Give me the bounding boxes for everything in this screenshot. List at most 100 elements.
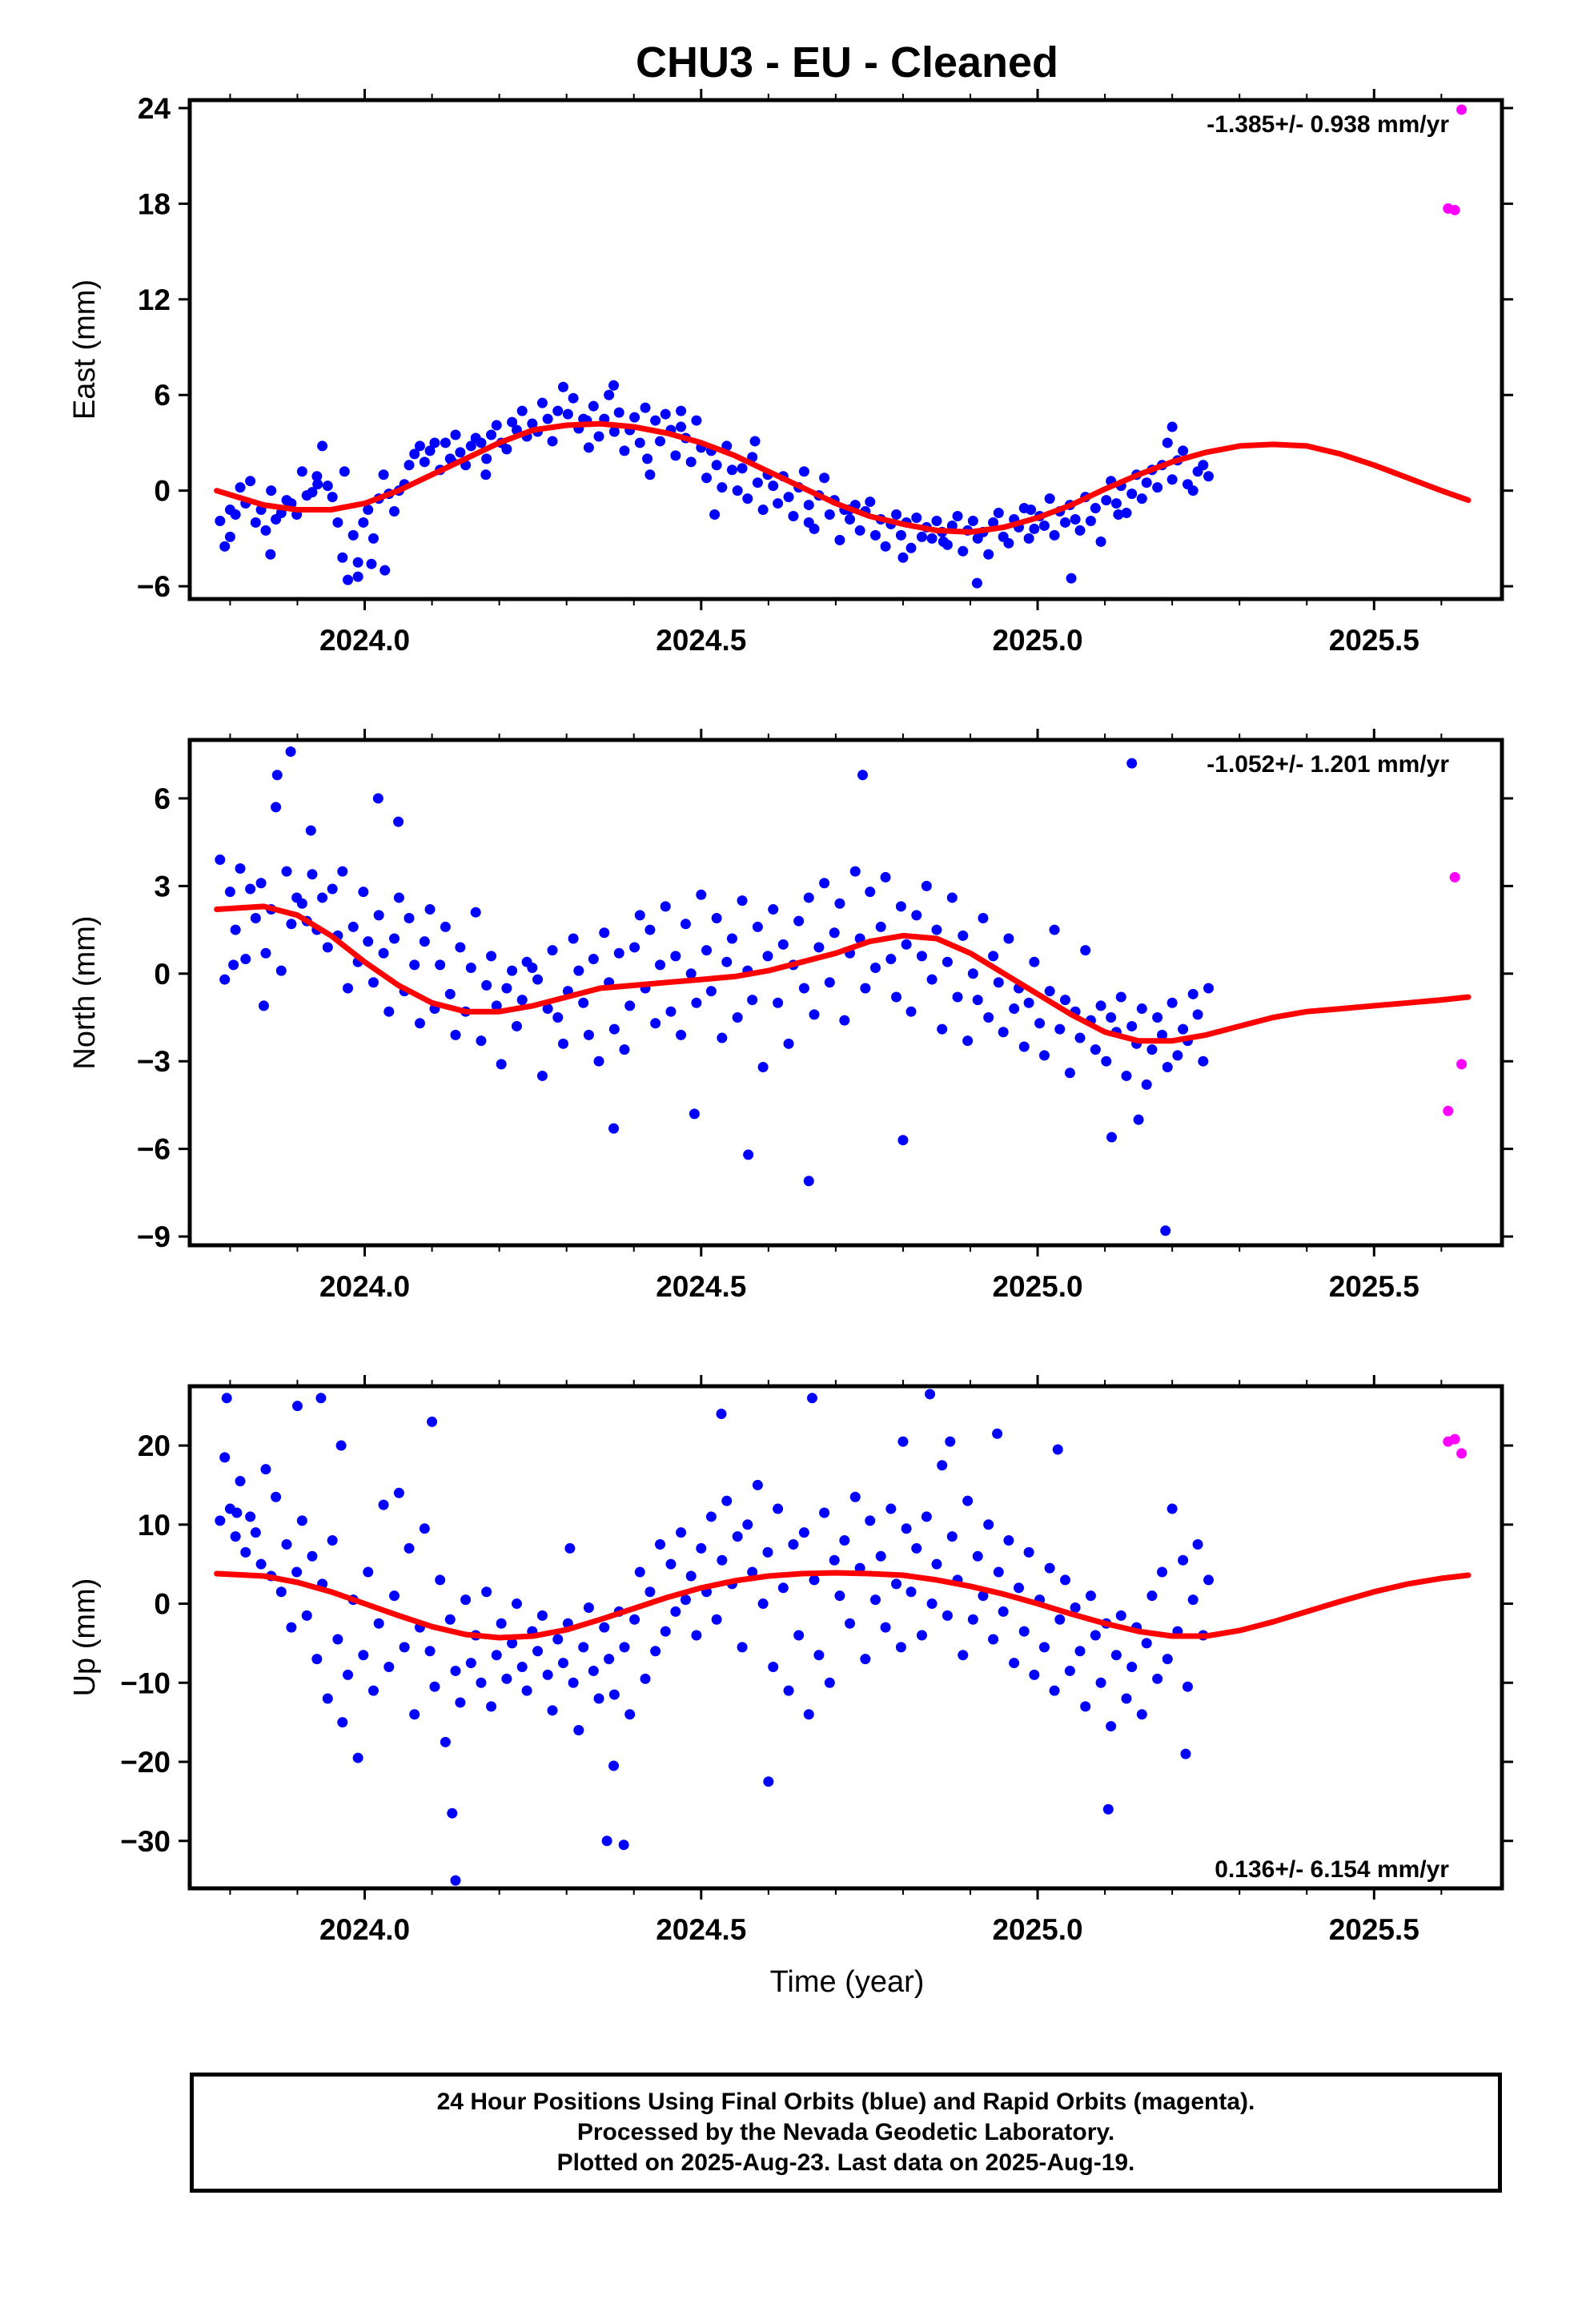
up-ytick-label: −30	[120, 1825, 171, 1858]
up-final-point	[993, 1566, 1004, 1578]
up-final-point	[839, 1535, 850, 1546]
north-final-point	[809, 1009, 820, 1020]
up-final-point	[650, 1646, 661, 1657]
up-final-point	[1178, 1554, 1189, 1566]
north-final-point	[1049, 924, 1060, 935]
up-final-point	[1003, 1535, 1014, 1546]
up-final-point	[819, 1507, 830, 1518]
east-final-point	[527, 418, 538, 429]
north-final-point	[613, 947, 624, 959]
north-final-point	[1198, 1055, 1209, 1067]
up-final-point	[1060, 1574, 1071, 1586]
up-final-point	[905, 1586, 917, 1598]
north-final-point	[689, 1108, 700, 1120]
up-final-point	[460, 1594, 472, 1606]
east-final-point	[583, 442, 594, 453]
east-final-point	[1095, 536, 1106, 547]
east-final-point	[414, 440, 425, 452]
up-final-point	[435, 1574, 446, 1586]
up-final-point	[931, 1558, 942, 1570]
east-final-point	[1187, 485, 1199, 497]
east-ytick-label: 6	[154, 379, 171, 412]
up-final-point	[496, 1618, 507, 1629]
north-final-point	[829, 927, 840, 939]
north-final-point	[1172, 1050, 1183, 1061]
east-final-point	[1136, 493, 1147, 505]
north-rapid-point	[1449, 871, 1460, 883]
up-final-point	[869, 1594, 881, 1606]
up-final-point	[998, 1606, 1009, 1617]
north-panel: 2024.0 2024.5 2025.0 2025.5 −9 −6 −3 0 3 6 North (…	[68, 729, 1513, 1303]
north-final-point	[885, 954, 897, 965]
up-final-point	[588, 1665, 599, 1676]
up-final-point	[705, 1511, 717, 1522]
up-ytick-label: 20	[138, 1429, 171, 1462]
up-final-point	[1090, 1630, 1101, 1641]
north-final-point	[721, 956, 733, 967]
up-final-point	[1095, 1677, 1106, 1688]
north-model-curve	[214, 903, 1472, 1044]
north-frame	[187, 738, 1504, 1248]
up-final-point	[231, 1507, 243, 1518]
up-final-point	[593, 1693, 604, 1704]
east-final-point	[640, 402, 651, 413]
up-final-point	[429, 1681, 440, 1692]
north-final-point	[732, 1012, 743, 1023]
east-final-point	[1044, 493, 1055, 505]
north-final-point	[901, 939, 912, 950]
east-final-point	[1126, 489, 1138, 500]
up-ytick-label: 10	[138, 1509, 171, 1542]
north-final-point	[424, 904, 436, 915]
north-xtick-label: 2025.5	[1329, 1270, 1419, 1303]
east-final-point	[1038, 520, 1050, 531]
up-final-point	[1038, 1642, 1050, 1653]
east-final-point	[1060, 517, 1071, 528]
east-final-point	[891, 509, 902, 521]
east-final-point	[332, 517, 343, 528]
up-final-point	[240, 1546, 251, 1558]
north-final-point	[743, 1149, 754, 1160]
east-final-point	[552, 405, 564, 416]
up-final-point	[768, 1662, 779, 1673]
north-final-point	[650, 1018, 661, 1029]
up-final-point	[599, 1622, 610, 1633]
east-final-point	[389, 506, 400, 517]
north-final-point	[496, 1059, 507, 1070]
up-final-point	[1180, 1748, 1191, 1759]
east-final-point	[404, 460, 415, 471]
up-final-point	[564, 1542, 576, 1554]
east-final-point	[634, 437, 645, 448]
up-final-point	[542, 1669, 553, 1680]
east-final-point	[952, 510, 963, 521]
up-ytick-label: −20	[120, 1746, 171, 1779]
east-final-point	[768, 480, 779, 492]
up-final-point	[250, 1527, 261, 1538]
up-final-point	[393, 1487, 404, 1498]
east-xtick-label: 2024.0	[319, 624, 410, 657]
north-final-point	[235, 862, 246, 874]
up-final-point	[404, 1542, 415, 1554]
north-final-point	[296, 898, 307, 909]
up-final-point	[926, 1598, 938, 1610]
east-final-point	[608, 380, 620, 391]
north-final-point	[486, 951, 497, 962]
east-xtick-label: 2024.5	[656, 624, 746, 657]
east-ytick-label: 24	[138, 92, 171, 125]
up-final-point	[660, 1626, 671, 1637]
up-final-point	[307, 1550, 318, 1562]
north-final-point	[624, 1000, 636, 1011]
up-final-point	[322, 1693, 333, 1704]
up-final-point	[1136, 1709, 1147, 1720]
east-final-point	[931, 515, 942, 526]
east-final-point	[507, 416, 518, 428]
up-final-point	[427, 1416, 438, 1427]
up-final-point	[618, 1839, 629, 1851]
up-final-point	[1049, 1685, 1060, 1696]
up-final-point	[352, 1752, 363, 1763]
east-final-point	[742, 493, 753, 505]
north-ytick-label: −9	[137, 1220, 171, 1253]
north-final-point	[305, 825, 316, 836]
up-final-point	[1121, 1693, 1132, 1704]
north-final-point	[1126, 758, 1138, 769]
up-final-point	[557, 1658, 568, 1669]
